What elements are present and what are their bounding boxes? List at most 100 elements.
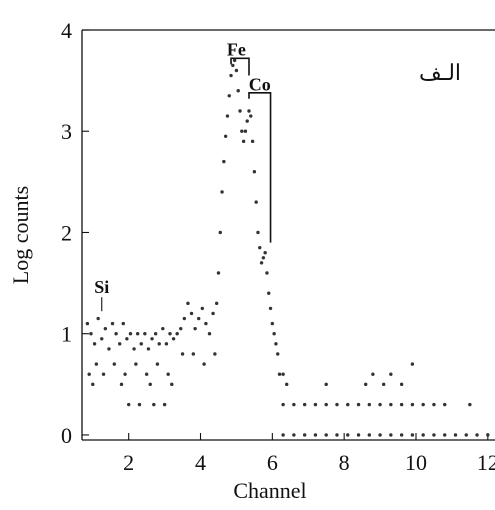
data-point <box>121 321 126 326</box>
data-point <box>240 129 244 133</box>
data-point <box>112 362 117 366</box>
data-point <box>139 342 143 346</box>
data-point <box>216 271 221 275</box>
data-point <box>389 402 393 407</box>
data-point <box>94 362 99 366</box>
y-axis-label: Log counts <box>8 186 33 284</box>
data-point <box>107 347 111 351</box>
data-point <box>135 332 140 336</box>
x-tick-label: 2 <box>123 450 134 475</box>
data-point <box>277 372 282 376</box>
data-point <box>114 332 118 336</box>
data-point <box>243 129 248 133</box>
data-point <box>143 332 147 336</box>
data-point <box>443 433 447 437</box>
y-tick-label: 3 <box>61 119 72 144</box>
data-point <box>432 433 436 437</box>
data-point <box>270 321 275 326</box>
data-point <box>268 306 273 311</box>
data-point <box>313 402 318 407</box>
data-point <box>261 256 266 260</box>
data-point <box>218 230 222 235</box>
data-point <box>96 316 100 321</box>
data-point <box>247 109 251 113</box>
data-point <box>87 372 91 376</box>
data-point <box>364 382 368 387</box>
y-tick-label: 2 <box>61 220 72 245</box>
x-tick-labels: 2 4 6 8 10 12 <box>123 450 495 475</box>
data-point <box>91 382 95 387</box>
data-point <box>371 372 375 376</box>
data-point <box>432 402 436 407</box>
data-point <box>399 402 404 407</box>
data-point <box>101 372 106 376</box>
data-point <box>236 89 240 93</box>
data-point <box>191 352 196 356</box>
data-point <box>146 347 151 351</box>
data-point <box>161 326 165 331</box>
x-tick-label: 10 <box>405 450 427 475</box>
y-tick-label: 4 <box>61 18 72 43</box>
data-point <box>464 433 468 437</box>
data-point <box>197 316 201 321</box>
data-point <box>92 342 97 346</box>
x-tick-label: 6 <box>267 450 278 475</box>
data-point <box>227 94 231 98</box>
data-point <box>238 109 242 113</box>
data-point <box>265 271 269 275</box>
data-point <box>182 316 187 321</box>
data-point <box>292 433 296 437</box>
data-point <box>252 170 257 174</box>
data-point <box>324 402 328 407</box>
data-point <box>281 372 285 376</box>
data-point <box>245 119 249 123</box>
data-point <box>207 332 212 336</box>
data-point <box>220 190 224 194</box>
data-point <box>335 433 339 437</box>
data-point <box>175 332 179 336</box>
data-point <box>144 372 149 376</box>
data-point <box>202 362 206 366</box>
data-point <box>285 382 289 387</box>
data-point <box>381 382 386 387</box>
x-tick-label: 8 <box>339 450 350 475</box>
data-point <box>118 342 122 346</box>
data-point <box>123 372 127 376</box>
data-point <box>324 433 328 437</box>
data-point <box>229 73 233 78</box>
data-point <box>213 352 217 356</box>
data-point <box>250 139 255 144</box>
data-point <box>274 342 278 346</box>
data-point <box>150 337 154 341</box>
data-point <box>155 362 160 366</box>
data-point <box>126 402 131 407</box>
data-point <box>164 342 169 346</box>
data-point <box>254 200 258 204</box>
data-point <box>399 433 404 437</box>
data-point <box>222 159 226 164</box>
x-tick-label: 12 <box>477 450 495 475</box>
plot-frame <box>81 29 495 441</box>
data-point <box>486 433 490 437</box>
data-point <box>302 402 307 407</box>
data-point <box>421 402 425 407</box>
data-point <box>272 332 276 336</box>
data-point <box>100 337 104 341</box>
data-point <box>152 402 156 407</box>
data-point <box>421 433 425 437</box>
y-tick-labels: 0 1 2 3 4 <box>61 18 72 448</box>
data-point <box>166 372 170 376</box>
data-point <box>214 301 219 306</box>
data-point <box>189 311 194 316</box>
annotation-si: Si <box>94 277 109 297</box>
data-point <box>292 402 296 407</box>
data-point <box>134 362 138 366</box>
data-point <box>180 352 185 356</box>
data-point <box>137 402 142 407</box>
data-point <box>389 372 393 376</box>
peak-bracket-co <box>248 91 272 243</box>
data-point <box>346 433 350 437</box>
data-point <box>302 433 307 437</box>
data-point <box>378 433 382 437</box>
